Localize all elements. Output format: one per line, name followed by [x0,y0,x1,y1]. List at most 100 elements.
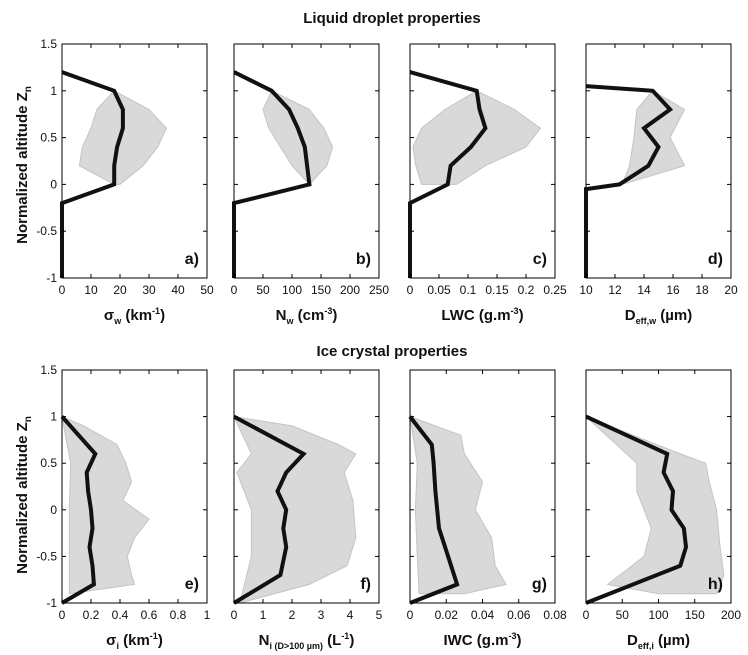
variability-band [262,90,334,186]
median-profile [408,70,488,278]
x-tick-label: 0.04 [471,608,495,622]
x-axis-label: σw (km-1) [104,306,165,326]
x-tick-label: 50 [200,283,214,297]
x-tick-label: 100 [282,283,302,297]
variability-band [61,415,150,595]
panel-h: 0 50 100 150 200 h) Deff,i (µm) [583,369,741,651]
x-tick-label: 14 [637,283,651,297]
y-tick-label: 0 [50,177,57,191]
x-tick-label: 0 [231,608,238,622]
panels: -1-0.500.511.50 10 20 30 40 50a)σw (km-1)0 50 1… [36,37,741,651]
y-tick-label: -0.5 [36,224,57,238]
y-tick-label: 0.5 [40,456,57,470]
plot-frame [233,369,380,604]
panel-letter: b) [356,251,371,268]
y-tick-label: -0.5 [36,549,57,563]
x-tick-label: 10 [84,283,98,297]
x-tick-label: 1 [260,608,267,622]
x-tick-label: 0 [59,283,66,297]
x-tick-label: 0.25 [543,283,567,297]
x-tick-label: 50 [616,608,630,622]
x-axis-label: IWC (g.m-3) [443,631,521,649]
panel-letter: c) [533,251,547,268]
median-profile [232,414,307,605]
panel-letter: d) [708,251,723,268]
plot-frame [409,43,556,279]
panel-letter: g) [532,576,547,593]
panel-d: 10 12 14 16 18 20 d) Deff,w (µm) [579,43,738,326]
plot-frame [233,43,380,279]
median-profile [232,70,312,278]
panel-a: -1 -0.5 0 0.5 1 1.5 0 10 20 30 40 50 a) σw (km-1) [36,37,214,326]
x-tick-label: 4 [347,608,354,622]
x-tick-label: 0 [231,283,238,297]
x-tick-label: 250 [369,283,389,297]
ylabel-top: Normalized altitude Zn [14,86,34,244]
median-profile [408,415,460,605]
panel-letter: a) [185,251,199,268]
y-tick-label: 1.5 [40,363,57,377]
section-title-ice: Ice crystal properties [317,343,468,360]
variability-band [78,90,167,185]
x-tick-label: 2 [289,608,296,622]
y-tick-label: 1.5 [40,37,57,51]
x-tick-label: 30 [142,283,156,297]
x-tick-label: 12 [608,283,622,297]
x-tick-label: 0.06 [507,608,531,622]
x-tick-label: 20 [724,283,738,297]
x-tick-label: 5 [376,608,383,622]
median-profile [60,415,98,605]
x-tick-label: 0.2 [518,283,535,297]
x-tick-label: 200 [340,283,360,297]
x-tick-label: 0 [407,283,414,297]
x-tick-label: 0.8 [170,608,187,622]
x-tick-label: 0.2 [83,608,100,622]
median-profile [60,70,125,278]
ylabel-bottom: Normalized altitude Zn [14,416,34,574]
x-tick-label: 3 [318,608,325,622]
panel-letter: e) [185,576,199,593]
x-tick-label: 0 [59,608,66,622]
median-profile [584,84,674,278]
x-axis-label: Nw (cm-3) [276,306,338,326]
x-tick-label: 0.02 [435,608,459,622]
x-tick-label: 0.6 [141,608,158,622]
plot-frame [61,43,208,279]
x-tick-label: 16 [666,283,680,297]
panel-g: 0 0.02 0.04 0.06 0.08 g) IWC (g.m-3) [407,369,567,649]
panel-letter: f) [360,576,371,593]
x-tick-label: 200 [721,608,741,622]
panel-f: 0 1 2 3 4 5 f) Ni (D>100 µm) (L-1) [231,369,383,651]
x-tick-label: 50 [256,283,270,297]
y-tick-label: 0.5 [40,131,57,145]
x-tick-label: 0 [407,608,414,622]
x-tick-label: 0 [583,608,590,622]
y-tick-label: 0 [50,503,57,517]
y-tick-label: 1 [50,410,57,424]
y-tick-label: -1 [46,271,57,285]
variability-band [409,415,507,595]
x-axis-label: σi (km-1) [106,631,163,651]
panel-c: 0 0.05 0.1 0.15 0.2 0.25 c) LWC (g.m-3) [407,43,567,324]
x-tick-label: 0.4 [112,608,129,622]
y-tick-label: -1 [46,596,57,610]
x-tick-label: 0.05 [427,283,451,297]
panel-b: 0 50 100 150 200 250 b) Nw (cm-3) [231,43,389,326]
x-tick-label: 0.1 [460,283,477,297]
x-axis-label: Ni (D>100 µm) (L-1) [259,631,355,651]
variability-band [585,416,725,595]
x-axis-label: Deff,i (µm) [627,632,690,651]
y-tick-label: 1 [50,84,57,98]
x-tick-label: 0.08 [543,608,567,622]
x-tick-label: 18 [695,283,709,297]
panel-e: -1 -0.5 0 0.5 1 1.5 0 0.2 0.4 0.6 0.8 1 e) σi (km-1) [36,363,210,651]
median-profile [585,414,689,605]
panel-letter: h) [708,576,723,593]
x-tick-label: 0.15 [485,283,509,297]
x-tick-label: 40 [171,283,185,297]
x-tick-label: 150 [311,283,331,297]
x-tick-label: 1 [204,608,211,622]
plot-frame [585,43,732,279]
plot-frame [61,369,208,604]
